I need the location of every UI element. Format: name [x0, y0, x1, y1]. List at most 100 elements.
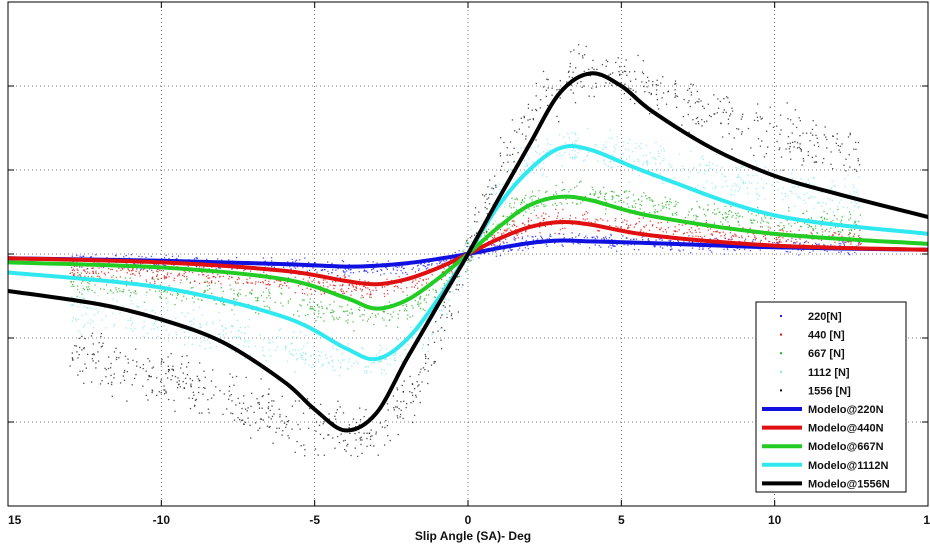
data-point — [660, 82, 662, 84]
data-point — [143, 336, 145, 338]
data-point — [243, 345, 245, 347]
data-point — [285, 346, 287, 348]
data-point — [741, 116, 743, 118]
data-point — [715, 169, 718, 171]
data-point — [375, 431, 377, 433]
data-point — [348, 424, 351, 426]
data-point — [790, 225, 792, 227]
data-point — [260, 418, 263, 420]
data-point — [710, 233, 712, 235]
data-point — [650, 92, 652, 95]
data-point — [145, 256, 147, 259]
data-point — [244, 357, 246, 360]
data-point — [850, 230, 853, 232]
data-point — [799, 147, 802, 150]
data-point — [370, 362, 372, 364]
data-point — [490, 235, 492, 238]
data-point — [553, 242, 556, 244]
data-point — [596, 144, 598, 146]
data-point — [709, 249, 711, 252]
data-point — [268, 306, 270, 308]
data-point — [424, 298, 426, 300]
data-point — [78, 353, 80, 356]
data-point — [731, 110, 734, 112]
data-point — [414, 271, 417, 273]
data-point — [634, 102, 636, 105]
data-point — [358, 424, 361, 426]
data-point — [302, 278, 305, 280]
data-point — [461, 286, 463, 289]
data-point — [149, 376, 151, 378]
data-point — [184, 316, 186, 318]
data-point — [151, 391, 153, 394]
data-point — [379, 349, 381, 351]
data-point — [787, 251, 789, 253]
data-point — [604, 146, 606, 148]
data-point — [456, 284, 458, 286]
data-point — [574, 186, 576, 189]
data-point — [278, 427, 280, 429]
data-point — [668, 208, 670, 210]
data-point — [595, 218, 597, 221]
data-point — [634, 223, 637, 225]
data-point — [747, 192, 749, 195]
data-point — [843, 243, 845, 246]
data-point — [128, 270, 131, 272]
data-point — [455, 288, 457, 291]
data-point — [72, 268, 75, 270]
data-point — [633, 200, 635, 202]
data-point — [160, 311, 162, 313]
data-point — [80, 272, 83, 274]
data-point — [740, 235, 743, 237]
data-point — [527, 247, 529, 250]
data-point — [145, 280, 148, 283]
data-point — [779, 133, 781, 135]
data-point — [385, 358, 387, 360]
data-point — [230, 288, 232, 290]
data-point — [280, 292, 282, 294]
data-point — [204, 376, 206, 378]
data-point — [793, 241, 795, 244]
data-point — [527, 219, 530, 222]
data-point — [811, 156, 813, 158]
data-point — [643, 192, 645, 194]
data-point — [840, 219, 843, 221]
data-point — [802, 160, 805, 162]
data-point — [80, 282, 83, 284]
data-point — [635, 147, 637, 149]
data-point — [206, 258, 208, 261]
data-point — [794, 185, 796, 187]
data-point — [542, 70, 545, 73]
data-point — [369, 294, 371, 296]
data-point — [95, 254, 97, 256]
data-point — [526, 154, 529, 156]
data-point — [856, 189, 859, 191]
data-point — [153, 278, 155, 280]
data-point — [762, 220, 765, 223]
data-point — [535, 82, 537, 85]
data-point — [449, 305, 451, 307]
data-point — [308, 407, 311, 410]
data-point — [715, 187, 717, 189]
data-point — [167, 340, 170, 342]
data-point — [506, 154, 508, 156]
data-point — [112, 325, 115, 327]
legend-label: Modelo@220N — [808, 404, 884, 416]
data-point — [345, 450, 347, 452]
data-point — [759, 226, 762, 228]
data-point — [160, 381, 162, 383]
data-point — [469, 245, 471, 247]
data-point — [246, 282, 249, 284]
data-point — [571, 76, 573, 79]
data-point — [87, 267, 89, 270]
data-point — [663, 205, 665, 208]
data-point — [77, 374, 79, 376]
data-point — [818, 244, 820, 246]
data-point — [198, 412, 201, 414]
data-point — [654, 212, 656, 214]
data-point — [571, 158, 573, 160]
data-point — [326, 307, 328, 309]
data-point — [682, 249, 685, 251]
data-point — [396, 266, 398, 268]
data-point — [331, 281, 334, 283]
